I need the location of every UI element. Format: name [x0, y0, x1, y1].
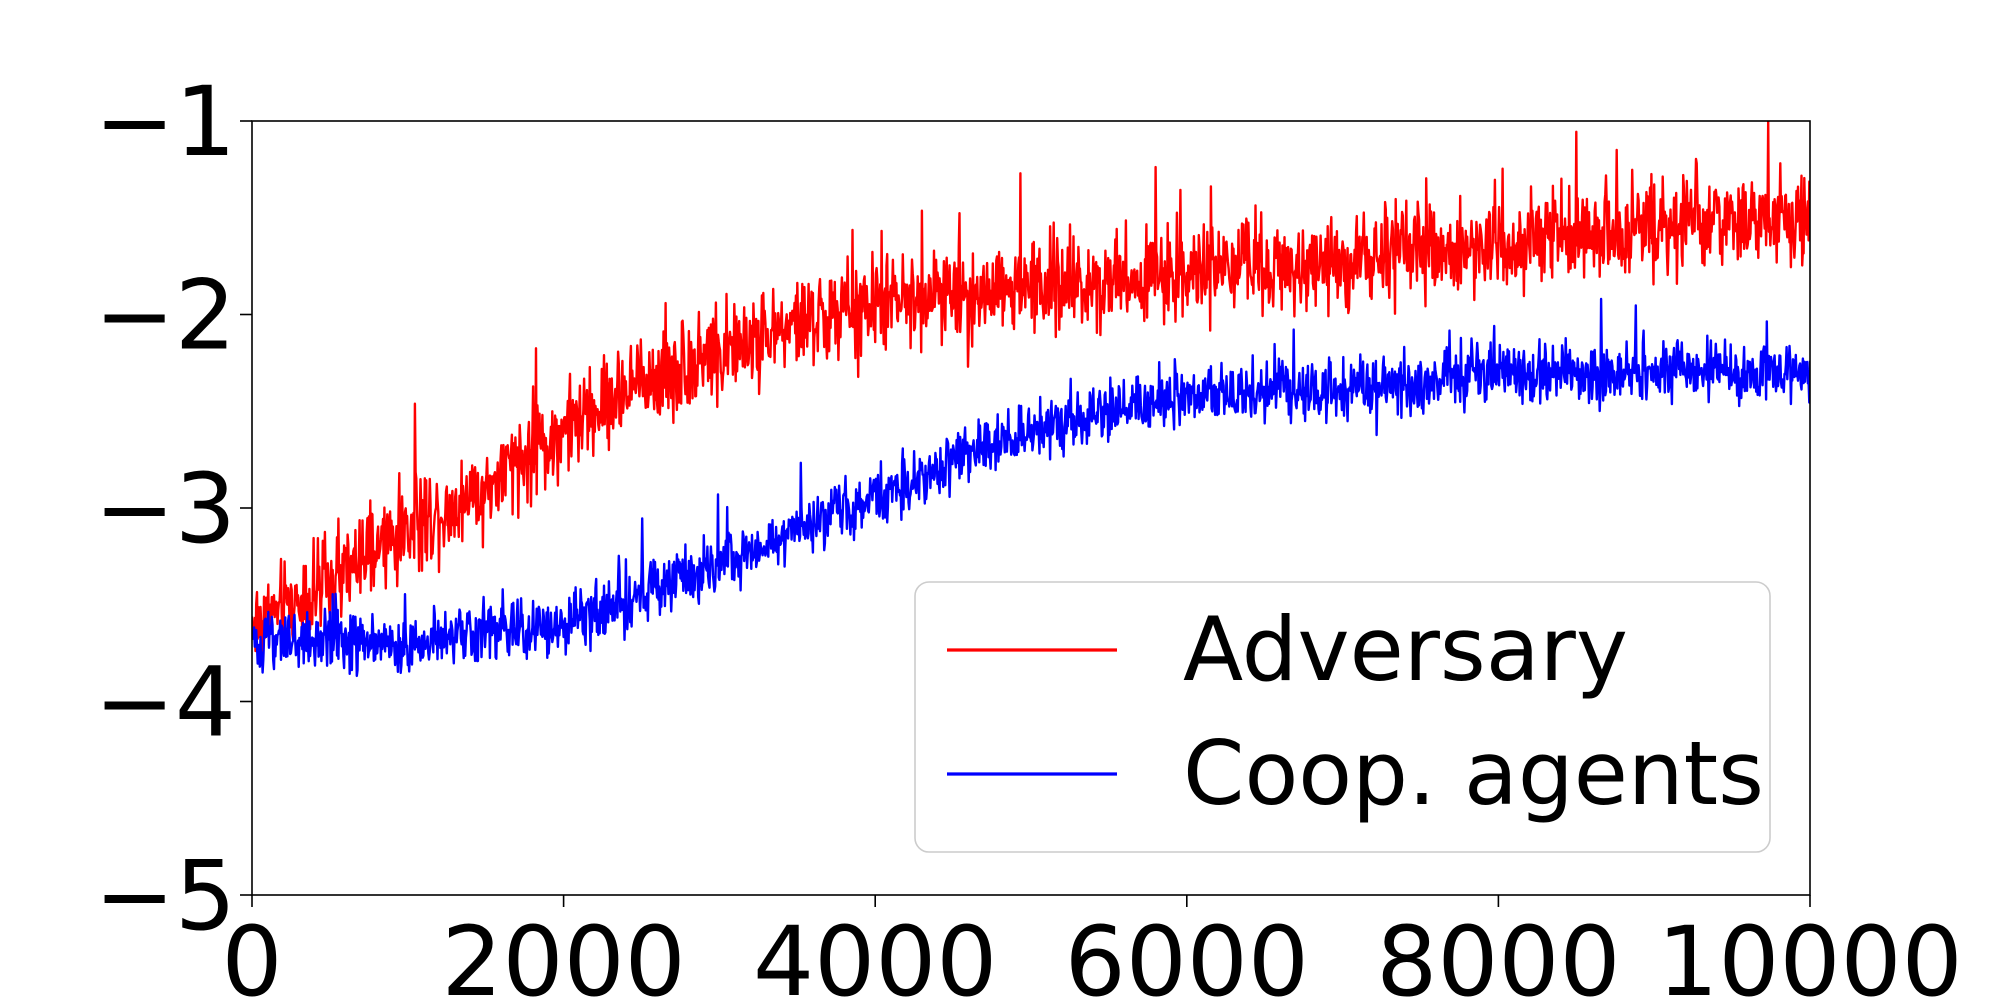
y-tick-label: −5	[94, 840, 236, 952]
x-tick-label: 4000	[753, 906, 997, 1000]
legend: Adversary Coop. agents	[914, 581, 1771, 853]
y-tick-label: −1	[94, 66, 236, 178]
x-tick-label: 10000	[1657, 906, 1962, 1000]
legend-label-adversary: Adversary	[1183, 598, 1628, 701]
x-tick-label: 6000	[1065, 906, 1309, 1000]
y-tick-label: −4	[94, 647, 236, 759]
series-line-adversary	[252, 121, 1810, 662]
legend-label-coop-agents: Coop. agents	[1183, 722, 1764, 825]
series-layer	[252, 121, 1810, 678]
x-tick-label: 0	[221, 906, 282, 1000]
x-tick-label: 2000	[441, 906, 685, 1000]
y-tick-label: −2	[94, 260, 236, 372]
axis-layer: 0 2000 4000 6000 8000 10000 −5 −4 −3 −2 −1	[94, 66, 1962, 1000]
x-tick-label: 8000	[1376, 906, 1620, 1000]
legend-box	[914, 581, 1771, 853]
series-line-coop-agents	[252, 297, 1810, 678]
y-tick-label: −3	[94, 453, 236, 565]
